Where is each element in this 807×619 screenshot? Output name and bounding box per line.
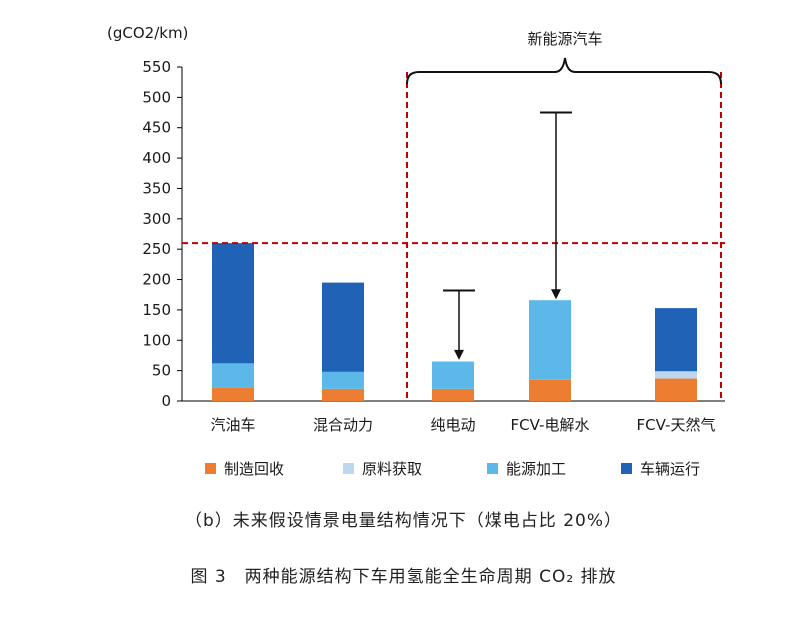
legend-label: 能源加工 (506, 460, 566, 478)
y-tick-label: 550 (142, 58, 171, 76)
bar-segment (322, 388, 364, 401)
y-tick-label: 400 (142, 149, 171, 167)
bar-segment (655, 308, 697, 372)
legend-label: 车辆运行 (640, 460, 700, 478)
x-tick-label: FCV-电解水 (511, 416, 590, 434)
x-tick-label: 纯电动 (430, 416, 475, 434)
figure-caption: 图 3 两种能源结构下车用氢能全生命周期 CO₂ 排放 (190, 567, 617, 587)
y-tick-label: 500 (142, 88, 171, 106)
bar-segment (655, 371, 697, 379)
bar-segment (529, 300, 571, 380)
y-tick-label: 100 (142, 331, 171, 349)
bar-segment (655, 378, 697, 401)
legend-label: 原料获取 (362, 460, 422, 478)
y-tick-label: 350 (142, 179, 171, 197)
y-tick-label: 50 (152, 362, 171, 380)
arrow-head (454, 349, 464, 360)
bar-segment (322, 282, 364, 372)
y-tick-label: 250 (142, 240, 171, 258)
y-axis-label: (gCO2/km) (107, 24, 188, 42)
legend-swatch (343, 463, 354, 474)
legend-swatch (205, 463, 216, 474)
bar-segment (529, 379, 571, 401)
bar-segment (212, 363, 254, 388)
arrow-head (551, 289, 561, 300)
legend-swatch (621, 463, 632, 474)
chart-subtitle: （b）未来假设情景电量结构情况下（煤电占比 20%） (185, 511, 622, 531)
x-tick-label: FCV-天然气 (637, 416, 716, 434)
y-tick-label: 450 (142, 119, 171, 137)
x-tick-label: 混合动力 (313, 416, 373, 434)
y-tick-label: 0 (161, 392, 171, 410)
legend-label: 制造回收 (224, 460, 284, 478)
legend-swatch (487, 463, 498, 474)
y-tick-label: 200 (142, 271, 171, 289)
bar-segment (432, 361, 474, 389)
y-tick-label: 150 (142, 301, 171, 319)
bar-segment (212, 243, 254, 364)
bracket-label: 新能源汽车 (527, 30, 602, 48)
x-tick-label: 汽油车 (210, 416, 255, 434)
new-energy-bracket (406, 57, 722, 85)
chart: (gCO2/km) 0 50 100 150 200 250 300 350 400 450 500 5… (107, 24, 725, 478)
bar-segment (432, 388, 474, 401)
y-tick-label: 300 (142, 210, 171, 228)
bar-segment (212, 387, 254, 401)
bar-segment (322, 371, 364, 389)
